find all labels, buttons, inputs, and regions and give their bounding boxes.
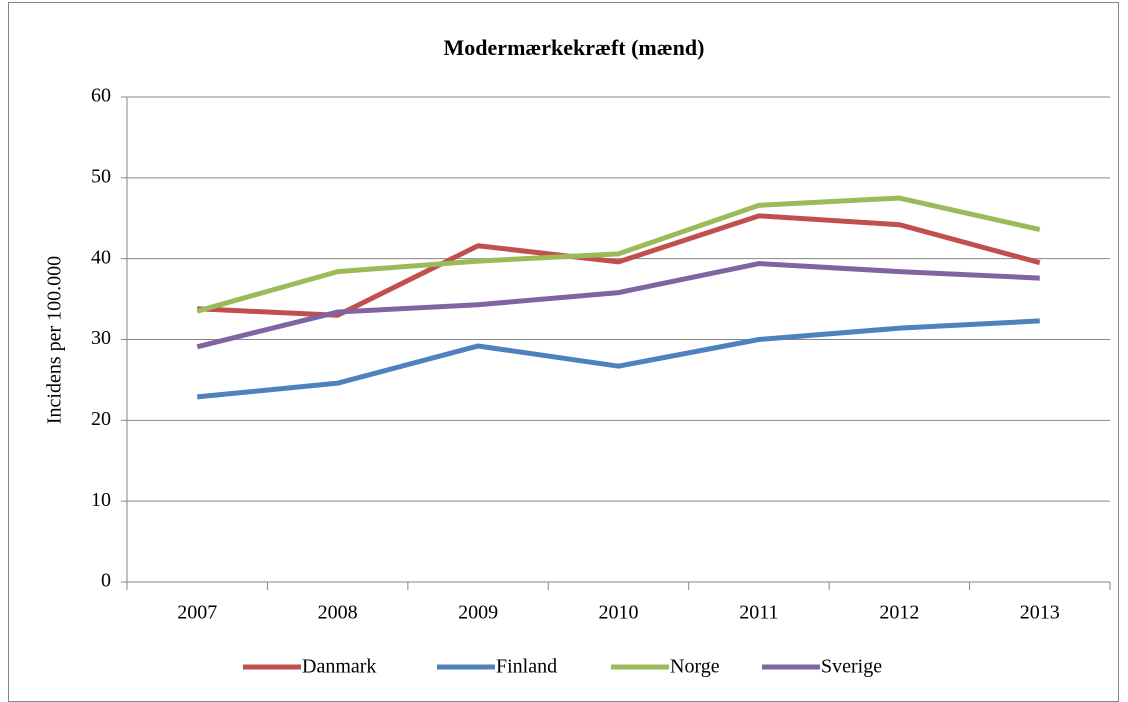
legend-label: Norge bbox=[670, 656, 720, 678]
y-tick-label: 20 bbox=[91, 408, 111, 430]
x-tick-label: 2009 bbox=[458, 602, 498, 624]
y-axis-label: Incidens per 100.000 bbox=[44, 256, 66, 424]
x-tick-label: 2007 bbox=[177, 602, 217, 624]
series-line bbox=[196, 195, 1041, 314]
legend-label: Danmark bbox=[302, 656, 376, 678]
x-tick-label: 2013 bbox=[1020, 602, 1060, 624]
series-line bbox=[196, 318, 1040, 400]
chart-border bbox=[8, 2, 1119, 702]
series-line bbox=[196, 261, 1040, 350]
x-tick-label: 2010 bbox=[599, 602, 639, 624]
y-tick-label: 40 bbox=[91, 246, 111, 268]
y-tick-label: 30 bbox=[91, 327, 111, 349]
legend-label: Sverige bbox=[821, 656, 882, 678]
x-tick-label: 2011 bbox=[739, 602, 778, 624]
y-tick-label: 50 bbox=[91, 165, 111, 187]
chart-title: Modermærkekræft (mænd) bbox=[444, 35, 705, 60]
y-tick-label: 60 bbox=[91, 85, 111, 107]
legend-label: Finland bbox=[496, 656, 557, 678]
x-tick-label: 2012 bbox=[879, 602, 919, 624]
series-line bbox=[197, 213, 1041, 318]
x-tick-label: 2008 bbox=[318, 602, 358, 624]
y-tick-label: 0 bbox=[101, 570, 111, 592]
y-tick-label: 10 bbox=[91, 489, 111, 511]
